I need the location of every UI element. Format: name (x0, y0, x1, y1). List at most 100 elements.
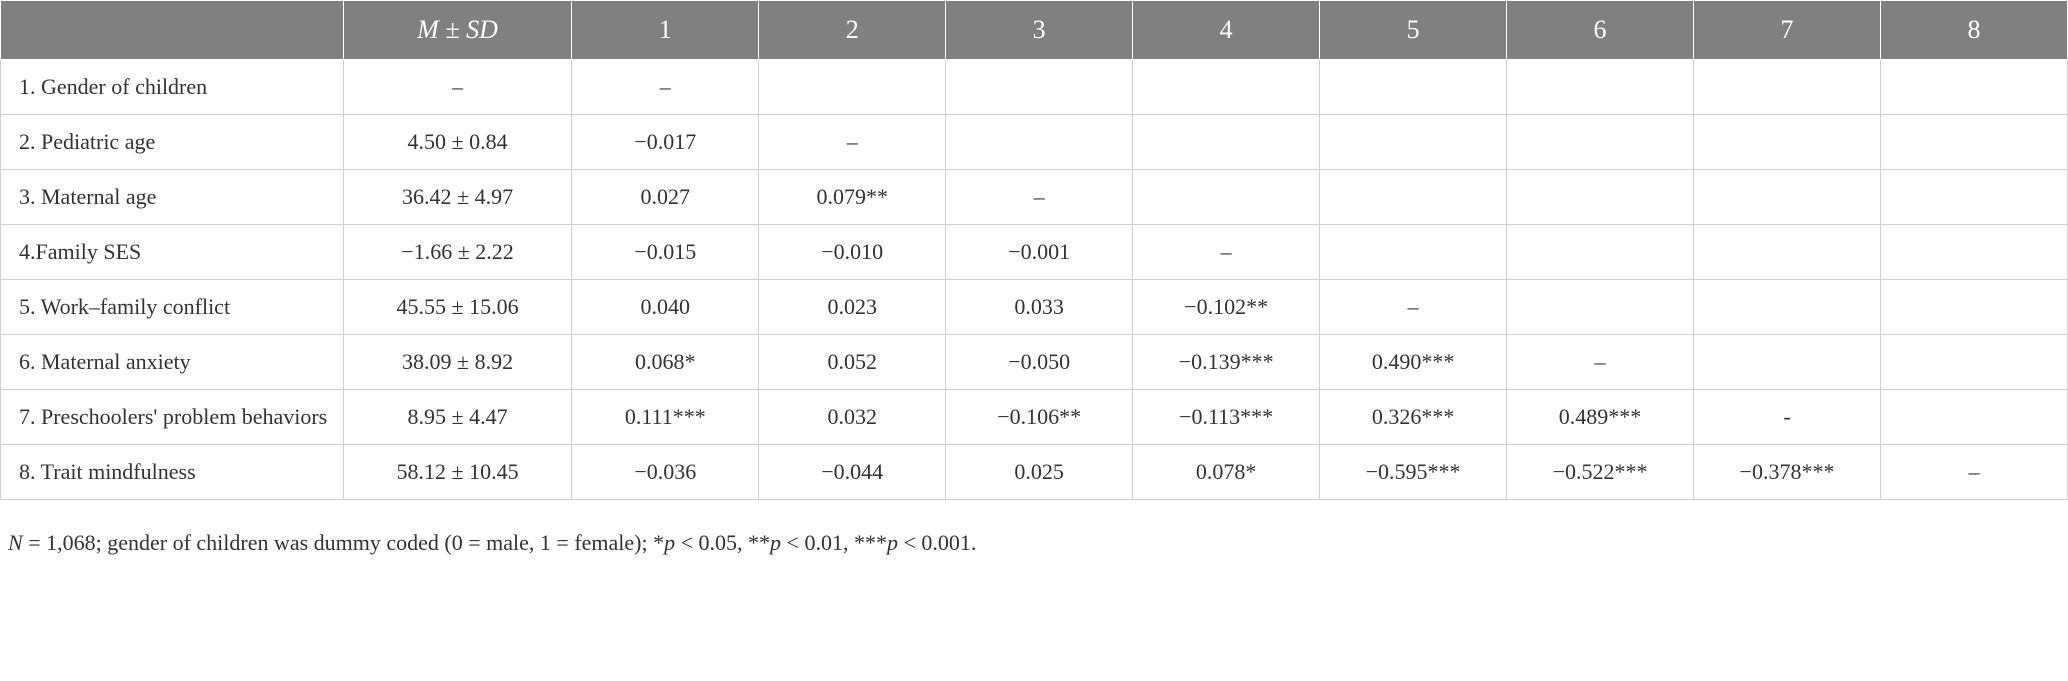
footnote-n-label: N (8, 530, 23, 555)
table-row: 8. Trait mindfulness58.12 ± 10.45−0.036−… (1, 445, 2068, 500)
table-row: 3. Maternal age36.42 ± 4.970.0270.079**– (1, 170, 2068, 225)
cell: −0.044 (759, 445, 946, 500)
cell: 0.040 (572, 280, 759, 335)
cell (1320, 60, 1507, 115)
cell: −0.139*** (1133, 335, 1320, 390)
cell: 0.490*** (1320, 335, 1507, 390)
cell (1880, 335, 2067, 390)
cell: −0.113*** (1133, 390, 1320, 445)
row-label: 7. Preschoolers' problem behaviors (1, 390, 344, 445)
cell: 0.027 (572, 170, 759, 225)
cell: −0.595*** (1320, 445, 1507, 500)
row-label: 1. Gender of children (1, 60, 344, 115)
row-label: 2. Pediatric age (1, 115, 344, 170)
cell (1880, 390, 2067, 445)
row-label: 5. Work–family conflict (1, 280, 344, 335)
footnote-p3-label: p (887, 530, 898, 555)
table-row: 1. Gender of children–– (1, 60, 2068, 115)
cell (1694, 225, 1881, 280)
row-msd: 45.55 ± 15.06 (343, 280, 572, 335)
cell: −0.017 (572, 115, 759, 170)
cell: - (1694, 390, 1881, 445)
cell: −0.001 (946, 225, 1133, 280)
header-col-3: 3 (946, 1, 1133, 60)
cell (1133, 170, 1320, 225)
cell: 0.033 (946, 280, 1133, 335)
cell: – (1507, 335, 1694, 390)
footnote-p1-text: < 0.05, ** (675, 530, 770, 555)
footnote-p1-label: p (664, 530, 675, 555)
correlation-table: M ± SD 1 2 3 4 5 6 7 8 1. Gender of chil… (0, 0, 2068, 500)
header-col-5: 5 (1320, 1, 1507, 60)
cell (1694, 60, 1881, 115)
cell (1880, 115, 2067, 170)
header-empty (1, 1, 344, 60)
header-col-4: 4 (1133, 1, 1320, 60)
cell (1507, 225, 1694, 280)
cell (946, 60, 1133, 115)
cell (946, 115, 1133, 170)
table-row: 6. Maternal anxiety38.09 ± 8.920.068*0.0… (1, 335, 2068, 390)
cell (1320, 170, 1507, 225)
cell: −0.522*** (1507, 445, 1694, 500)
footnote: N = 1,068; gender of children was dummy … (0, 500, 2068, 556)
header-msd: M ± SD (343, 1, 572, 60)
cell (1694, 115, 1881, 170)
footnote-p2-text: < 0.01, *** (781, 530, 887, 555)
table-row: 7. Preschoolers' problem behaviors8.95 ±… (1, 390, 2068, 445)
cell (1507, 170, 1694, 225)
footnote-n-text: = 1,068; gender of children was dummy co… (23, 530, 664, 555)
cell (1880, 170, 2067, 225)
cell: 0.079** (759, 170, 946, 225)
cell: – (759, 115, 946, 170)
cell: 0.068* (572, 335, 759, 390)
cell: 0.052 (759, 335, 946, 390)
row-label: 3. Maternal age (1, 170, 344, 225)
cell: – (1320, 280, 1507, 335)
cell: −0.050 (946, 335, 1133, 390)
cell: – (572, 60, 759, 115)
header-col-7: 7 (1694, 1, 1881, 60)
cell: −0.102** (1133, 280, 1320, 335)
cell (1694, 170, 1881, 225)
cell (1694, 335, 1881, 390)
cell (1507, 115, 1694, 170)
row-msd: 58.12 ± 10.45 (343, 445, 572, 500)
cell (1133, 115, 1320, 170)
cell: 0.078* (1133, 445, 1320, 500)
cell: – (1880, 445, 2067, 500)
header-col-8: 8 (1880, 1, 2067, 60)
cell: 0.032 (759, 390, 946, 445)
row-msd: 4.50 ± 0.84 (343, 115, 572, 170)
cell: 0.489*** (1507, 390, 1694, 445)
row-msd: 38.09 ± 8.92 (343, 335, 572, 390)
cell: – (1133, 225, 1320, 280)
cell: −0.015 (572, 225, 759, 280)
cell (1694, 280, 1881, 335)
footnote-p2-label: p (770, 530, 781, 555)
cell: −0.010 (759, 225, 946, 280)
row-msd: 36.42 ± 4.97 (343, 170, 572, 225)
row-label: 8. Trait mindfulness (1, 445, 344, 500)
row-msd: 8.95 ± 4.47 (343, 390, 572, 445)
cell: −0.378*** (1694, 445, 1881, 500)
table-row: 2. Pediatric age4.50 ± 0.84−0.017– (1, 115, 2068, 170)
cell: 0.111*** (572, 390, 759, 445)
row-label: 6. Maternal anxiety (1, 335, 344, 390)
header-col-2: 2 (759, 1, 946, 60)
cell (1133, 60, 1320, 115)
cell (1507, 280, 1694, 335)
cell (1880, 60, 2067, 115)
cell: 0.025 (946, 445, 1133, 500)
table-body: 1. Gender of children––2. Pediatric age4… (1, 60, 2068, 500)
row-label: 4.Family SES (1, 225, 344, 280)
table-header-row: M ± SD 1 2 3 4 5 6 7 8 (1, 1, 2068, 60)
cell (1320, 115, 1507, 170)
row-msd: −1.66 ± 2.22 (343, 225, 572, 280)
cell (1880, 225, 2067, 280)
cell (759, 60, 946, 115)
cell: −0.036 (572, 445, 759, 500)
cell: 0.023 (759, 280, 946, 335)
cell: 0.326*** (1320, 390, 1507, 445)
cell (1880, 280, 2067, 335)
